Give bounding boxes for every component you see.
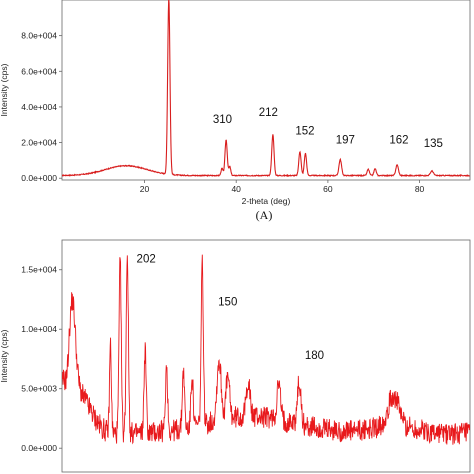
y-tick-label: 5.0e+003 xyxy=(21,384,57,394)
peak-label: 152 xyxy=(295,126,314,138)
y-tick-label: 1.5e+004 xyxy=(21,265,57,275)
x-tick-label: 60 xyxy=(323,184,333,194)
y-tick-label: 0.0e+000 xyxy=(21,173,57,183)
peak-label: 310 xyxy=(213,114,232,126)
peak-label: 212 xyxy=(259,107,278,119)
plot-frame xyxy=(61,239,471,473)
y-tick-label: 8.0e+004 xyxy=(21,31,57,41)
series-line xyxy=(62,0,470,178)
peak-label: 135 xyxy=(424,138,443,150)
y-tick-label: 6.0e+004 xyxy=(21,66,57,76)
x-axis-label: 2-theta (deg) xyxy=(242,196,291,206)
plot-frame xyxy=(61,0,471,181)
x-tick-label: 80 xyxy=(415,184,425,194)
y-tick-label: 2.0e+004 xyxy=(21,138,57,148)
peak-label: 150 xyxy=(218,296,237,308)
y-axis-label: Intensity (cps) xyxy=(0,329,9,382)
peak-label: 180 xyxy=(305,350,324,362)
peak-label: 202 xyxy=(137,254,156,266)
y-tick-label: 1.0e+004 xyxy=(21,324,57,334)
y-tick-label: 4.0e+004 xyxy=(21,102,57,112)
peak-label: 197 xyxy=(336,134,355,146)
series-line xyxy=(62,254,470,445)
panel-label: (A) xyxy=(256,208,273,222)
peak-label: 162 xyxy=(389,134,408,146)
x-tick-label: 40 xyxy=(231,184,241,194)
x-tick-label: 20 xyxy=(140,184,150,194)
chart-b: 0.0e+000 5.0e+003 1.0e+004 1.5e+004 Intensit… xyxy=(0,239,471,473)
y-tick-label: 0.0e+000 xyxy=(21,443,57,453)
chart-a: 0.0e+000 2.0e+004 4.0e+004 6.0e+004 8.0e+004… xyxy=(0,0,471,222)
y-axis-label: Intensity (cps) xyxy=(0,63,9,116)
